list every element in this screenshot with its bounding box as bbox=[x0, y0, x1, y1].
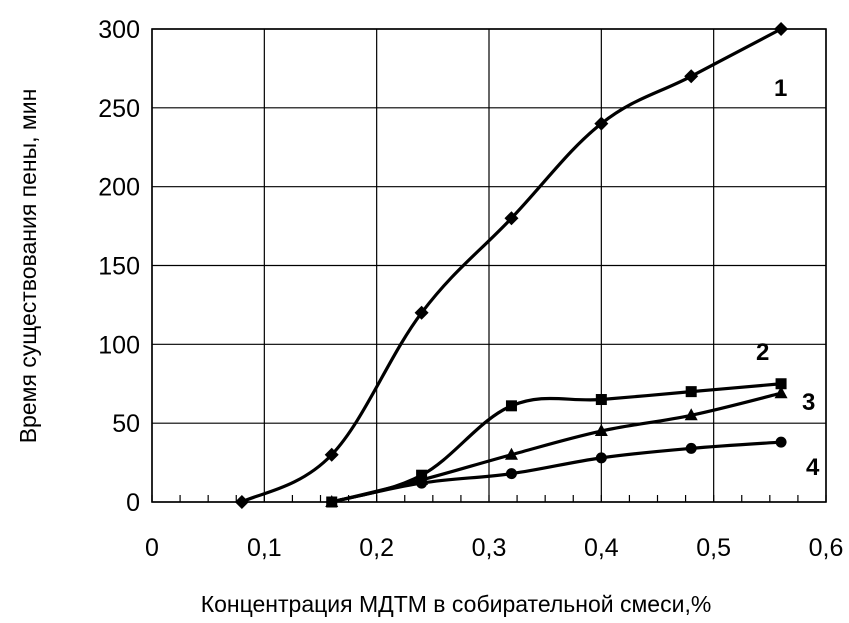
data-point-series-2 bbox=[595, 394, 607, 406]
x-tick-label: 0,2 bbox=[359, 534, 394, 562]
x-tick-label: 0,3 bbox=[472, 534, 507, 562]
y-tick-label: 250 bbox=[98, 95, 140, 123]
data-point-series-1 bbox=[234, 495, 249, 509]
minor-ticks bbox=[151, 495, 827, 502]
x-tick-label: 0,6 bbox=[809, 534, 844, 562]
x-tick-label: 0 bbox=[145, 534, 159, 562]
data-point-series-4 bbox=[326, 496, 338, 508]
y-tick-label: 200 bbox=[98, 174, 140, 202]
data-point-series-1 bbox=[594, 116, 609, 131]
x-tick-label: 0,1 bbox=[247, 534, 282, 562]
y-tick-label: 50 bbox=[112, 410, 140, 438]
data-point-series-4 bbox=[416, 477, 428, 489]
x-tick-labels: 0 0,1 0,2 0,3 0,4 0,5 0,6 bbox=[145, 534, 843, 562]
data-point-series-3 bbox=[504, 447, 518, 460]
y-tick-label: 150 bbox=[98, 253, 140, 281]
series-line-4 bbox=[330, 440, 783, 504]
series-labels: 1 2 3 4 bbox=[756, 75, 820, 481]
data-point-series-3 bbox=[774, 386, 788, 399]
data-point-series-4 bbox=[595, 452, 607, 464]
series-label-3: 3 bbox=[802, 389, 815, 416]
x-tick-label: 0,5 bbox=[696, 534, 731, 562]
series-label-4: 4 bbox=[806, 454, 820, 481]
x-axis-title: Концентрация МДТМ в собирательной смеси,… bbox=[201, 591, 712, 617]
y-tick-label: 0 bbox=[126, 489, 140, 517]
data-point-series-2 bbox=[685, 386, 697, 398]
y-tick-label: 300 bbox=[98, 16, 140, 44]
data-point-series-4 bbox=[685, 442, 697, 454]
data-point-series-2 bbox=[775, 378, 787, 390]
data-point-series-4 bbox=[505, 468, 517, 480]
data-point-series-1 bbox=[504, 211, 519, 226]
data-point-series-3 bbox=[594, 424, 608, 437]
data-point-series-4 bbox=[775, 436, 787, 448]
series-label-2: 2 bbox=[756, 339, 769, 366]
y-axis-title: Время существования пены, мин bbox=[15, 89, 41, 444]
data-point-series-1 bbox=[324, 447, 339, 462]
series-markers bbox=[234, 22, 789, 509]
series-line-2 bbox=[330, 382, 783, 504]
x-tick-label: 0,4 bbox=[584, 534, 619, 562]
series-line-3 bbox=[330, 391, 783, 504]
data-point-series-2 bbox=[505, 400, 517, 412]
y-tick-label: 100 bbox=[98, 331, 140, 359]
data-point-series-1 bbox=[774, 22, 789, 36]
data-point-series-3 bbox=[684, 408, 698, 421]
series-label-1: 1 bbox=[774, 75, 787, 102]
y-tick-labels: 0 50 100 150 200 250 300 bbox=[98, 16, 140, 517]
data-point-series-1 bbox=[684, 69, 699, 84]
data-point-series-1 bbox=[414, 305, 429, 320]
